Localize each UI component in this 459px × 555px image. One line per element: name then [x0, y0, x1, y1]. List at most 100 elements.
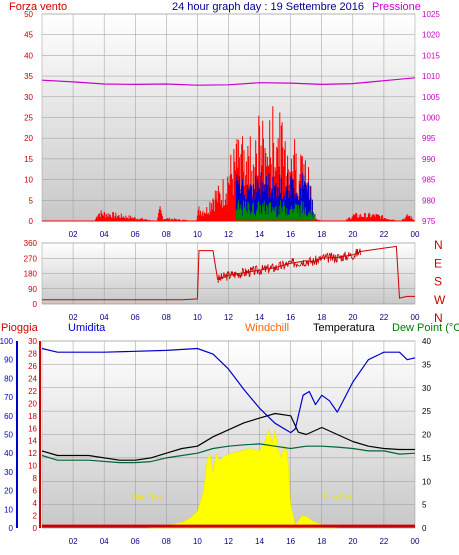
- wind-tick-label: 25: [24, 114, 33, 123]
- humidity-tick-label: 0: [9, 524, 14, 533]
- x-tick-label: 08: [162, 230, 171, 239]
- rain-tick-label: 14: [28, 437, 37, 446]
- x-tick-label: 04: [100, 230, 109, 239]
- rain-axis-title: Pioggia: [1, 322, 39, 334]
- temperature-legend: Temperatura: [313, 322, 376, 334]
- pressure-tick-label: 975: [422, 217, 436, 226]
- temperature-tick-label: 40: [422, 337, 431, 346]
- wind-pressure-chart: [41, 77, 416, 222]
- pressure-tick-label: 980: [422, 196, 436, 205]
- rain-tick-label: 20: [28, 399, 37, 408]
- windchill-legend: Windchill: [245, 322, 289, 334]
- humidity-tick-label: 90: [4, 356, 13, 365]
- rain-tick-label: 0: [33, 524, 38, 533]
- humidity-tick-label: 80: [4, 374, 13, 383]
- humidity-tick-label: 40: [4, 449, 13, 458]
- temperature-series: [41, 412, 415, 461]
- wind-tick-label: 20: [24, 134, 33, 143]
- temperature-tick-label: 5: [422, 501, 427, 510]
- rain-tick-label: 16: [28, 424, 37, 433]
- compass-label: W: [434, 293, 446, 307]
- rain-tick-label: 4: [33, 499, 38, 508]
- rain-tick-label: 28: [28, 349, 37, 358]
- pressure-tick-label: 1020: [422, 31, 440, 40]
- x-tick-label: 10: [193, 537, 202, 546]
- x-tick-label: 14: [255, 537, 264, 546]
- direction-tick-label: 0: [33, 300, 38, 309]
- weather-chart: [41, 347, 416, 529]
- wind-tick-label: 40: [24, 51, 33, 60]
- pressure-tick-label: 995: [422, 134, 436, 143]
- x-tick-label: 12: [224, 313, 233, 322]
- x-tick-label: 18: [317, 313, 326, 322]
- sun-set-label: Sun Set: [323, 493, 352, 502]
- x-tick-label: 06: [131, 313, 140, 322]
- humidity-tick-label: 30: [4, 468, 13, 477]
- x-tick-label: 18: [317, 230, 326, 239]
- dewpoint-series: [41, 443, 416, 464]
- humidity-tick-label: 20: [4, 487, 13, 496]
- rain-tick-label: 6: [33, 487, 38, 496]
- pressure-tick-label: 985: [422, 176, 436, 185]
- x-tick-label: 20: [348, 537, 357, 546]
- wind-tick-label: 30: [24, 93, 33, 102]
- temperature-tick-label: 25: [422, 407, 431, 416]
- wind-direction-chart: [42, 245, 415, 301]
- pressure-tick-label: 1000: [422, 114, 440, 123]
- x-tick-label: 22: [379, 537, 388, 546]
- pressure-tick-label: 990: [422, 155, 436, 164]
- sun-rise-label: Sun Rise: [132, 493, 165, 502]
- pressure-tick-label: 1025: [422, 10, 440, 19]
- x-tick-label: 04: [100, 537, 109, 546]
- humidity-tick-label: 70: [4, 393, 13, 402]
- wind-direction-noise: [217, 248, 361, 284]
- x-tick-label: 08: [162, 537, 171, 546]
- direction-tick-label: 270: [24, 254, 38, 263]
- wind-tick-label: 45: [24, 31, 33, 40]
- x-tick-label: 06: [131, 537, 140, 546]
- rain-tick-label: 18: [28, 412, 37, 421]
- x-tick-label: 20: [348, 230, 357, 239]
- wind-tick-label: 5: [29, 196, 34, 205]
- compass-label: E: [434, 256, 442, 270]
- wind-axis-title: Forza vento: [9, 1, 67, 13]
- rain-tick-label: 12: [28, 449, 37, 458]
- x-tick-label: 10: [193, 230, 202, 239]
- compass-label: S: [434, 275, 442, 289]
- rain-tick-label: 2: [33, 512, 38, 521]
- x-tick-label: 00: [411, 537, 420, 546]
- x-tick-label: 02: [69, 230, 78, 239]
- dewpoint-legend: Dew Point (°C: [392, 322, 459, 334]
- pressure-series: [41, 77, 416, 86]
- temperature-tick-label: 0: [422, 524, 427, 533]
- pressure-axis-title: Pressione: [372, 1, 421, 13]
- humidity-series: [41, 347, 416, 434]
- rain-tick-label: 8: [33, 474, 38, 483]
- solar-radiation-area: [147, 428, 338, 529]
- wind-tick-label: 15: [24, 155, 33, 164]
- pressure-tick-label: 1010: [422, 72, 440, 81]
- compass-label: N: [434, 238, 443, 252]
- humidity-tick-label: 10: [4, 505, 13, 514]
- x-tick-label: 12: [224, 230, 233, 239]
- wind-min-series: [235, 200, 316, 221]
- x-tick-label: 06: [131, 230, 140, 239]
- temperature-tick-label: 15: [422, 454, 431, 463]
- rain-tick-label: 26: [28, 362, 37, 371]
- wind-direction-series: [42, 245, 415, 301]
- temperature-tick-label: 30: [422, 384, 431, 393]
- x-tick-label: 04: [100, 313, 109, 322]
- wind-tick-label: 50: [24, 10, 33, 19]
- rain-tick-label: 24: [28, 374, 37, 383]
- x-tick-label: 16: [286, 313, 295, 322]
- x-tick-label: 12: [224, 537, 233, 546]
- x-tick-label: 10: [193, 313, 202, 322]
- direction-tick-label: 90: [28, 285, 37, 294]
- x-tick-label: 08: [162, 313, 171, 322]
- compass-label: N: [434, 311, 443, 325]
- x-tick-label: 18: [317, 537, 326, 546]
- temperature-tick-label: 35: [422, 360, 431, 369]
- temperature-tick-label: 20: [422, 431, 431, 440]
